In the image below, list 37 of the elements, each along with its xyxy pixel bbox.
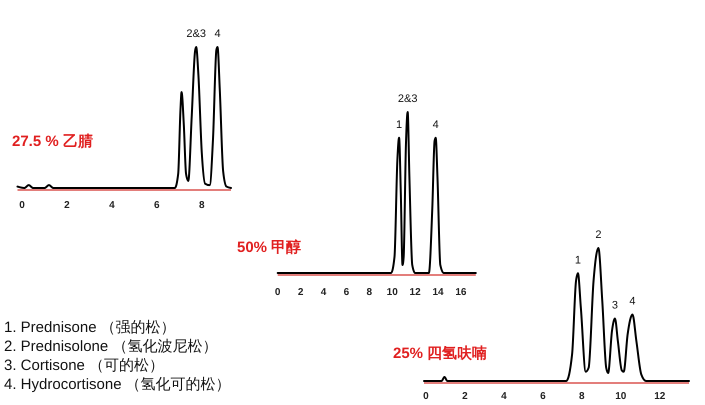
x-tick-label: 8 (199, 200, 206, 211)
x-tick-label: 6 (154, 200, 160, 211)
annotation: 4 (214, 28, 221, 40)
text: 27.5 % 乙腈 (12, 133, 93, 150)
annotation: 1 (396, 118, 402, 131)
x-tick-label: 16 (455, 287, 467, 298)
x-tick-label: 12 (410, 287, 422, 298)
x-tick-label: 8 (579, 391, 586, 402)
annotation: 2&3 (186, 28, 206, 40)
x-tick-label: 10 (615, 391, 627, 402)
x-tick-label: 2 (298, 287, 304, 298)
text: 1. Prednisone （强的松） (4, 319, 176, 336)
text: 2. Prednisolone （氢化波尼松） (4, 338, 218, 355)
text: 4. Hydrocortisone （氢化可的松） (4, 376, 231, 393)
x-tick-label: 0 (19, 200, 26, 211)
x-tick-label: 2 (462, 391, 468, 402)
text: 25% 四氢呋喃 (393, 345, 488, 362)
annotation: 4 (629, 296, 636, 308)
x-tick-label: 0 (423, 391, 430, 402)
annotation: 4 (432, 118, 439, 131)
x-tick-label: 4 (320, 287, 327, 298)
x-tick-label: 4 (109, 200, 116, 211)
x-tick-label: 4 (501, 391, 508, 402)
x-tick-label: 6 (344, 287, 350, 298)
annotation: 2 (595, 229, 602, 241)
text: 3. Cortisone （可的松） (4, 357, 164, 374)
x-tick-label: 2 (64, 200, 70, 211)
text: 50% 甲醇 (237, 239, 302, 256)
annotation: 2&3 (398, 93, 418, 105)
x-tick-label: 8 (366, 287, 373, 298)
x-tick-label: 14 (432, 287, 444, 298)
annotation: 1 (574, 254, 581, 266)
x-tick-label: 0 (274, 287, 281, 298)
x-tick-label: 12 (654, 391, 666, 402)
x-tick-label: 6 (540, 391, 546, 402)
annotation: 3 (612, 299, 618, 312)
x-tick-label: 10 (386, 287, 398, 298)
